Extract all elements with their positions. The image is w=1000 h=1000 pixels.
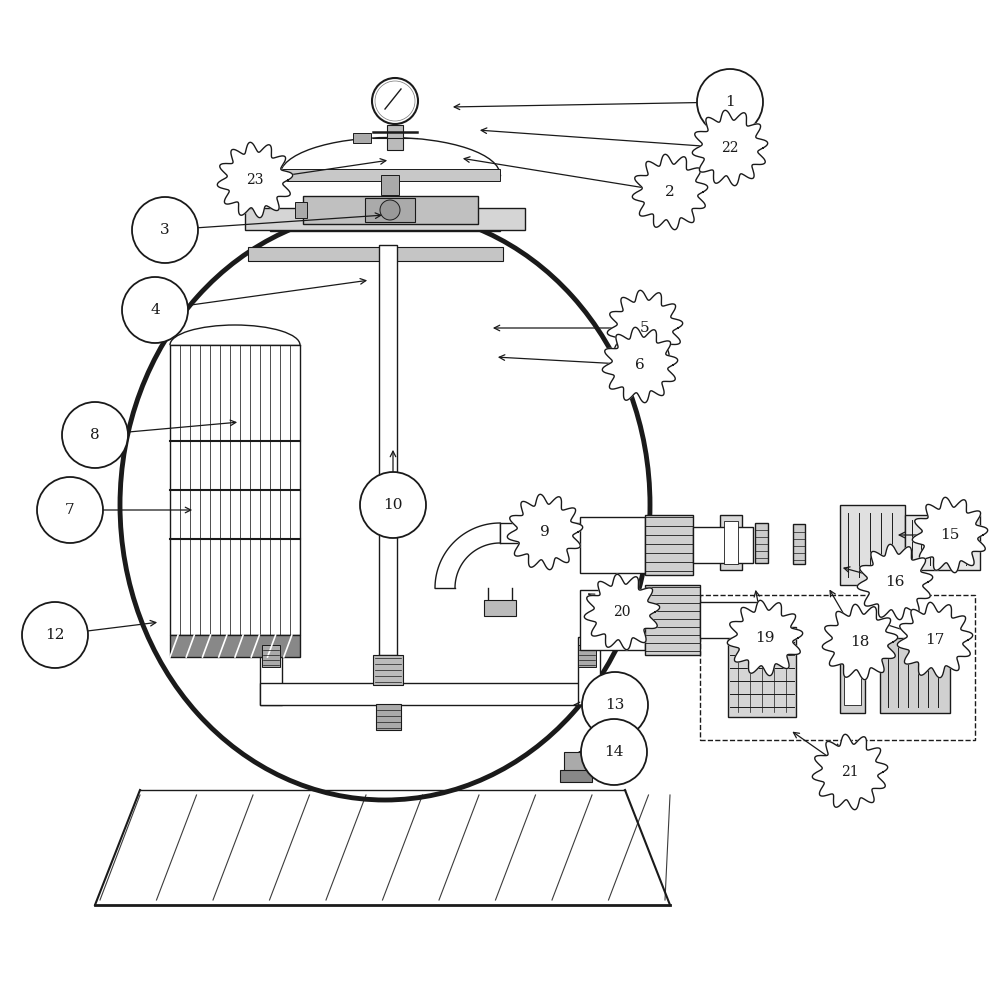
Text: 6: 6 bbox=[635, 358, 645, 372]
Circle shape bbox=[22, 602, 88, 668]
FancyBboxPatch shape bbox=[484, 600, 516, 616]
Text: 16: 16 bbox=[885, 575, 905, 589]
Polygon shape bbox=[857, 544, 933, 620]
Text: 7: 7 bbox=[65, 503, 75, 517]
Polygon shape bbox=[507, 494, 583, 570]
FancyBboxPatch shape bbox=[840, 638, 865, 713]
Circle shape bbox=[37, 477, 103, 543]
FancyBboxPatch shape bbox=[295, 202, 307, 218]
FancyBboxPatch shape bbox=[645, 515, 693, 575]
Text: 23: 23 bbox=[246, 173, 264, 187]
FancyBboxPatch shape bbox=[245, 208, 525, 230]
FancyBboxPatch shape bbox=[262, 645, 280, 667]
FancyBboxPatch shape bbox=[170, 345, 300, 635]
Polygon shape bbox=[912, 497, 988, 573]
FancyBboxPatch shape bbox=[793, 524, 805, 564]
Text: 13: 13 bbox=[605, 698, 625, 712]
Polygon shape bbox=[602, 327, 678, 403]
Circle shape bbox=[132, 197, 198, 263]
FancyBboxPatch shape bbox=[381, 175, 399, 195]
Text: 21: 21 bbox=[841, 765, 859, 779]
FancyBboxPatch shape bbox=[645, 585, 700, 655]
Circle shape bbox=[582, 672, 648, 738]
Polygon shape bbox=[822, 604, 898, 680]
Polygon shape bbox=[727, 600, 803, 676]
Text: 1: 1 bbox=[725, 95, 735, 109]
Text: 3: 3 bbox=[160, 223, 170, 237]
Polygon shape bbox=[607, 290, 683, 366]
Text: 12: 12 bbox=[45, 628, 65, 642]
Text: 5: 5 bbox=[640, 321, 650, 335]
Text: 17: 17 bbox=[925, 633, 945, 647]
FancyBboxPatch shape bbox=[387, 125, 403, 150]
FancyBboxPatch shape bbox=[260, 683, 600, 705]
FancyBboxPatch shape bbox=[844, 646, 861, 705]
FancyBboxPatch shape bbox=[693, 527, 753, 563]
FancyBboxPatch shape bbox=[260, 637, 282, 705]
Text: 15: 15 bbox=[940, 528, 960, 542]
FancyBboxPatch shape bbox=[724, 521, 738, 564]
FancyBboxPatch shape bbox=[720, 515, 742, 570]
Circle shape bbox=[697, 69, 763, 135]
FancyBboxPatch shape bbox=[580, 590, 645, 650]
Text: 20: 20 bbox=[613, 605, 631, 619]
Text: 19: 19 bbox=[755, 631, 775, 645]
Circle shape bbox=[122, 277, 188, 343]
Polygon shape bbox=[692, 110, 768, 186]
Text: 22: 22 bbox=[721, 141, 739, 155]
FancyBboxPatch shape bbox=[379, 245, 397, 725]
Text: 14: 14 bbox=[604, 745, 624, 759]
FancyBboxPatch shape bbox=[376, 704, 401, 730]
FancyBboxPatch shape bbox=[270, 209, 500, 231]
Text: 4: 4 bbox=[150, 303, 160, 317]
FancyBboxPatch shape bbox=[905, 515, 980, 570]
Text: 2: 2 bbox=[665, 185, 675, 199]
FancyBboxPatch shape bbox=[248, 247, 503, 261]
Circle shape bbox=[62, 402, 128, 468]
FancyBboxPatch shape bbox=[578, 645, 596, 667]
FancyBboxPatch shape bbox=[880, 638, 950, 713]
FancyBboxPatch shape bbox=[365, 198, 415, 222]
Circle shape bbox=[372, 78, 418, 124]
FancyBboxPatch shape bbox=[280, 169, 500, 181]
Text: 9: 9 bbox=[540, 525, 550, 539]
FancyBboxPatch shape bbox=[578, 637, 600, 705]
FancyBboxPatch shape bbox=[500, 523, 610, 543]
FancyBboxPatch shape bbox=[560, 770, 592, 782]
Circle shape bbox=[360, 472, 426, 538]
Polygon shape bbox=[812, 734, 888, 810]
Text: 18: 18 bbox=[850, 635, 870, 649]
FancyBboxPatch shape bbox=[302, 196, 478, 224]
FancyBboxPatch shape bbox=[728, 627, 796, 717]
Polygon shape bbox=[897, 602, 973, 678]
Text: 8: 8 bbox=[90, 428, 100, 442]
FancyBboxPatch shape bbox=[580, 517, 645, 573]
Polygon shape bbox=[632, 154, 708, 230]
FancyBboxPatch shape bbox=[700, 602, 760, 638]
FancyBboxPatch shape bbox=[840, 505, 905, 585]
FancyBboxPatch shape bbox=[373, 655, 403, 685]
Circle shape bbox=[380, 200, 400, 220]
FancyBboxPatch shape bbox=[170, 635, 300, 657]
Text: 10: 10 bbox=[383, 498, 403, 512]
Polygon shape bbox=[217, 142, 293, 218]
FancyBboxPatch shape bbox=[564, 752, 588, 772]
FancyBboxPatch shape bbox=[755, 523, 768, 563]
Circle shape bbox=[581, 719, 647, 785]
Polygon shape bbox=[584, 574, 660, 650]
FancyBboxPatch shape bbox=[353, 133, 371, 143]
